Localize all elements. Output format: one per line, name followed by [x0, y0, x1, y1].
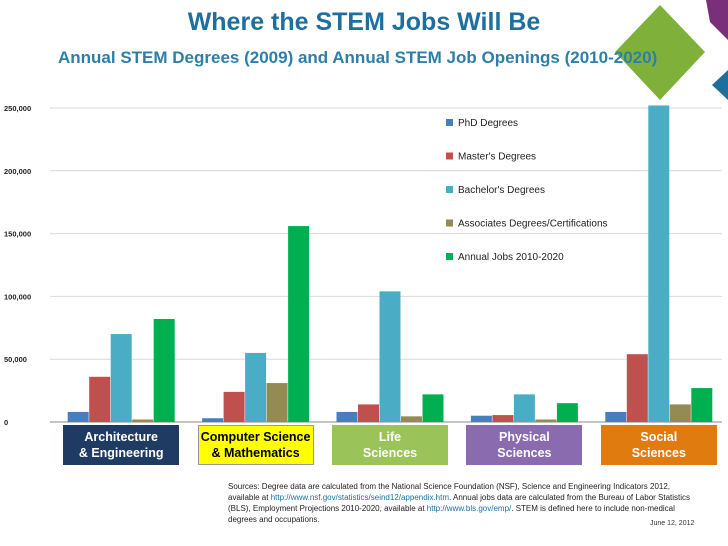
category-label-box: Social Sciences — [600, 425, 717, 465]
bar — [202, 418, 224, 422]
bar — [556, 403, 578, 422]
category-label: Computer Science & Mathematics — [200, 430, 311, 460]
bar — [605, 411, 627, 422]
bar — [691, 388, 713, 422]
sources-text-3: . STEM is defined here to include non-me… — [228, 504, 675, 524]
bar — [470, 415, 492, 422]
bar — [401, 416, 422, 422]
bar — [132, 419, 154, 422]
sources-text-1: Sources: Degree data are calculated from… — [228, 482, 671, 502]
bar — [223, 391, 245, 422]
legend-swatch — [446, 253, 453, 260]
bls-link[interactable]: http://www.bls.gov/emp/ — [426, 504, 512, 513]
bar — [513, 394, 535, 422]
category-label: Physical Sciences — [497, 430, 552, 460]
y-tick-label: 250,000 — [4, 104, 31, 113]
legend-label: Master's Degrees — [458, 152, 536, 163]
y-tick-label: 200,000 — [4, 167, 31, 176]
bar — [336, 411, 358, 422]
bar — [110, 334, 132, 422]
category-label: Life Sciences — [362, 430, 418, 460]
bar — [535, 419, 557, 422]
page-title: Where the STEM Jobs Will Be — [187, 8, 541, 36]
nsf-link[interactable]: http://www.nsf.gov/statistics/seind12/ap… — [270, 493, 450, 502]
legend-swatch — [446, 219, 453, 227]
bar — [379, 291, 401, 422]
legend-label: Bachelor's Degrees — [458, 185, 545, 196]
legend-label: PhD Degrees — [458, 118, 518, 129]
bar — [492, 415, 514, 422]
page-subtitle: Annual STEM Degrees (2009) and Annual ST… — [58, 48, 658, 67]
bar — [626, 354, 648, 422]
bar — [288, 226, 310, 422]
sources-note: Sources: Degree data are calculated from… — [228, 481, 698, 525]
category-label-box: Computer Science & Mathematics — [197, 425, 314, 465]
bar — [648, 105, 670, 422]
bar — [89, 376, 111, 422]
category-label: Social Sciences — [631, 430, 686, 460]
legend-label: Annual Jobs 2010-2020 — [458, 252, 564, 263]
date-label: June 12, 2012 — [650, 520, 695, 527]
category-label: Architecture & Engineering — [78, 430, 164, 460]
bar — [669, 404, 691, 422]
category-label-box: Life Sciences — [332, 425, 448, 465]
legend-swatch — [446, 186, 453, 193]
legend-label: Associates Degrees/Certifications — [458, 219, 608, 230]
legend-swatch — [446, 152, 453, 160]
bar — [422, 394, 444, 422]
y-tick-label: 150,000 — [4, 230, 31, 239]
sources-text-2: . Annual jobs data are calculated from t… — [228, 493, 691, 513]
y-tick-label: 100,000 — [4, 292, 31, 301]
bar — [67, 411, 89, 422]
y-tick-label: 50,000 — [4, 355, 27, 364]
bar — [266, 383, 288, 422]
bar — [245, 352, 267, 422]
bar — [358, 404, 379, 422]
category-label-box: Physical Sciences — [466, 425, 583, 465]
category-label-box: Architecture & Engineering — [63, 425, 180, 465]
y-tick-label: 0 — [4, 418, 8, 427]
bar — [153, 319, 175, 422]
legend-swatch — [446, 119, 453, 126]
